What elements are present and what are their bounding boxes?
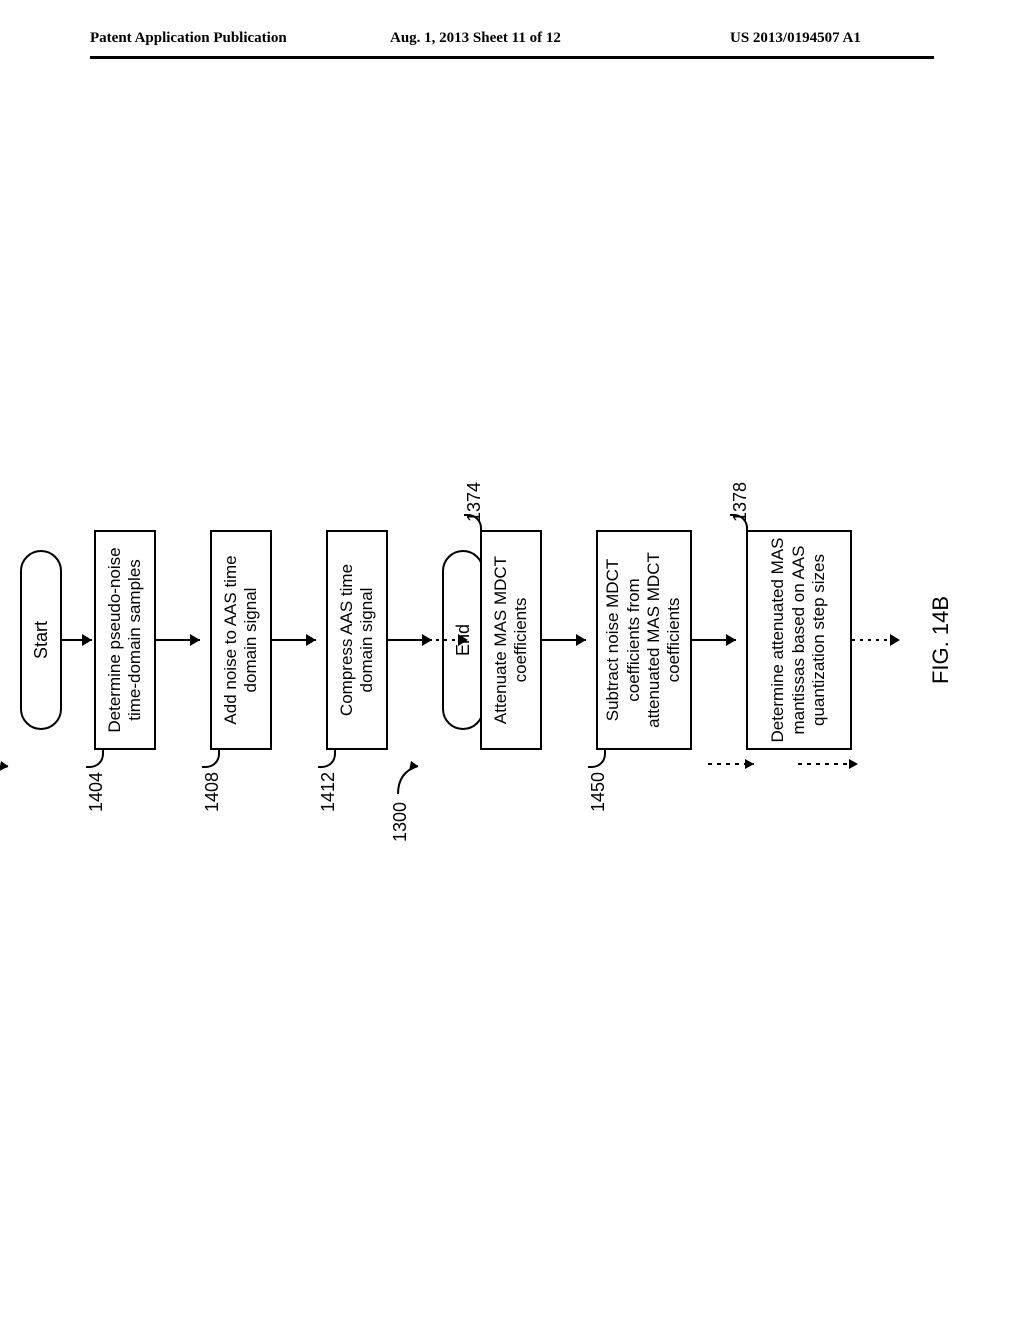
proc-1408: Add noise to AAS time domain signal — [210, 530, 272, 750]
proc-1404: Determine pseudo-noise time-domain sampl… — [94, 530, 156, 750]
ref-1400: 1400 — [0, 802, 1, 842]
num-1404: 1404 — [86, 772, 107, 812]
num-1408: 1408 — [202, 772, 223, 812]
num-1450: 1450 — [588, 772, 609, 812]
tick-1408 — [202, 750, 220, 768]
ref-1300-hook — [392, 736, 432, 796]
header-rule — [90, 56, 934, 59]
tick-1412 — [318, 750, 336, 768]
proc-1378: Determine attenuated MAS mantissas based… — [746, 530, 852, 750]
ref-1400-hook — [0, 736, 22, 796]
fig-14b-caption: FIG. 14B — [928, 580, 954, 700]
arrow-out-1378 — [852, 630, 912, 650]
header-mid: Aug. 1, 2013 Sheet 11 of 12 — [390, 30, 561, 47]
tick-1450 — [588, 750, 606, 768]
proc-1450-text: Subtract noise MDCT coefficients from at… — [603, 536, 685, 744]
start-text: Start — [31, 621, 52, 659]
page: Patent Application Publication Aug. 1, 2… — [0, 0, 1024, 1320]
arrow-1408-1412 — [272, 630, 326, 650]
start-node: Start — [20, 550, 62, 730]
proc-1408-text: Add noise to AAS time domain signal — [221, 536, 262, 744]
proc-1450: Subtract noise MDCT coefficients from at… — [596, 530, 692, 750]
side-arrows-1378 — [708, 748, 868, 778]
proc-1378-text: Determine attenuated MAS mantissas based… — [768, 536, 829, 744]
ref-1300: 1300 — [390, 802, 411, 842]
arrow-1404-1408 — [156, 630, 210, 650]
proc-1374: Attenuate MAS MDCT coefficients — [480, 530, 542, 750]
tick-1404 — [86, 750, 104, 768]
arrow-1450-1378 — [692, 630, 746, 650]
proc-1404-text: Determine pseudo-noise time-domain sampl… — [105, 536, 146, 744]
arrow-in-1374 — [420, 630, 480, 650]
arrow-1374-1450 — [542, 630, 596, 650]
proc-1412: Compress AAS time domain signal — [326, 530, 388, 750]
num-1412: 1412 — [318, 772, 339, 812]
proc-1412-text: Compress AAS time domain signal — [337, 536, 378, 744]
header-right: US 2013/0194507 A1 — [730, 30, 861, 47]
proc-1374-text: Attenuate MAS MDCT coefficients — [491, 536, 532, 744]
header-left: Patent Application Publication — [90, 30, 287, 47]
